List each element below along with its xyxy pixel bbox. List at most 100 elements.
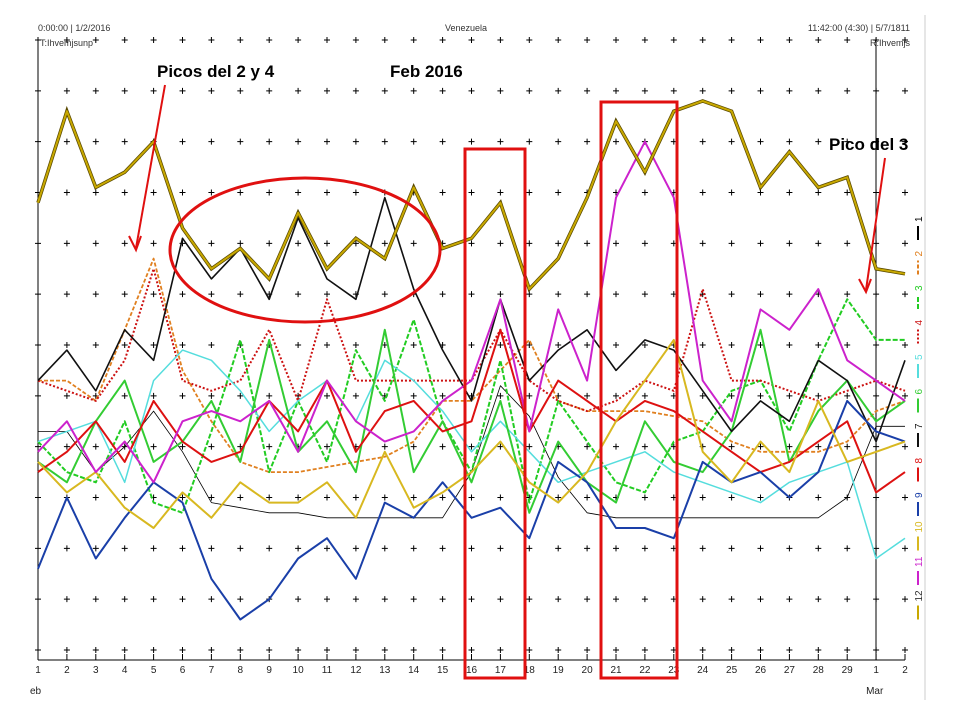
grid-cross (121, 37, 128, 43)
grid-cross (873, 291, 880, 298)
grid-cross (208, 494, 215, 501)
grid-cross (324, 342, 330, 348)
grid-cross (63, 291, 70, 298)
legend-label-6: 6 (914, 389, 925, 395)
grid-cross (728, 647, 735, 653)
x-tick-label: 15 (437, 665, 449, 676)
grid-cross (815, 342, 822, 348)
grid-cross (613, 342, 619, 348)
grid-cross (439, 596, 446, 603)
grid-cross (266, 443, 273, 450)
grid-cross (902, 342, 908, 348)
grid-cross (844, 189, 851, 196)
grid-cross (237, 291, 244, 298)
header-left-top: 0:00:00 | 1/2/2016 (38, 23, 110, 33)
grid-cross (728, 138, 735, 145)
grid-cross (873, 647, 880, 653)
grid-cross (873, 596, 880, 603)
x-tick-label: 6 (180, 665, 186, 676)
grid-cross (815, 494, 822, 501)
grid-cross (844, 87, 851, 94)
grid-cross (381, 545, 388, 552)
grid-cross (121, 647, 128, 653)
grid-cross (150, 37, 157, 43)
grid-cross (699, 189, 706, 196)
x-tick-label: 20 (582, 665, 594, 676)
grid-cross (699, 494, 706, 501)
grid-cross (381, 596, 388, 603)
grid-cross (613, 443, 619, 450)
grid-cross (902, 596, 908, 603)
x-tick-label: 25 (726, 665, 738, 676)
grid-cross (324, 596, 330, 603)
x-tick-label: 9 (266, 665, 272, 676)
grid-cross (266, 545, 273, 552)
arrow-picos (135, 84, 166, 249)
x-tick-label: 21 (610, 665, 622, 676)
grid-cross (468, 342, 475, 348)
x-tick-label: 13 (379, 665, 391, 676)
grid-cross (815, 189, 822, 196)
x-tick-label: 8 (238, 665, 244, 676)
grid-cross (873, 240, 880, 247)
grid-cross (497, 37, 504, 43)
grid-cross (555, 291, 562, 298)
grid-cross (179, 545, 186, 552)
grid-cross (497, 545, 504, 552)
x-tick-label: 19 (553, 665, 565, 676)
grid-cross (844, 291, 851, 298)
grid-cross (468, 37, 475, 43)
grid-cross (786, 443, 793, 450)
grid-cross (555, 342, 562, 348)
grid-cross (266, 189, 273, 196)
annotation-pico-3: Pico del 3 (829, 135, 908, 154)
grid-cross (468, 87, 475, 94)
grid-cross (873, 138, 880, 145)
grid-cross (757, 494, 764, 501)
grid-cross (324, 240, 330, 247)
grid-cross (439, 494, 446, 501)
grid-cross (324, 37, 330, 43)
grid-cross (381, 138, 388, 145)
grid-cross (757, 291, 764, 298)
grid-cross (844, 240, 851, 247)
x-tick-label: 4 (122, 665, 128, 676)
arrow-pico3 (865, 157, 886, 291)
grid-cross (873, 545, 880, 552)
grid-cross (728, 342, 735, 348)
grid-cross (121, 596, 128, 603)
grid-cross (641, 443, 648, 450)
grid-cross (179, 596, 186, 603)
grid-cross (699, 87, 706, 94)
grid-cross (641, 37, 648, 43)
grid-cross (92, 87, 99, 94)
grid-cross (150, 647, 157, 653)
grid-cross (295, 342, 302, 348)
grid-cross (410, 138, 417, 145)
grid-cross (121, 392, 128, 399)
grid-cross (439, 87, 446, 94)
grid-cross (613, 545, 619, 552)
grid-cross (902, 138, 908, 145)
x-tick-label: 14 (408, 665, 420, 676)
grid-cross (150, 189, 157, 196)
grid-cross (468, 596, 475, 603)
grid-cross (526, 596, 533, 603)
grid-cross (92, 138, 99, 145)
grid-cross (584, 87, 591, 94)
grid-cross (63, 189, 70, 196)
grid-cross (815, 37, 822, 43)
grid-cross (873, 392, 880, 399)
grid-cross (179, 342, 186, 348)
grid-cross (786, 37, 793, 43)
grid-cross (63, 240, 70, 247)
chart-title: Venezuela (445, 23, 487, 33)
series-line-12 (37, 100, 906, 291)
grid-cross (468, 647, 475, 653)
grid-cross (641, 342, 648, 348)
grid-cross (699, 37, 706, 43)
grid-cross (208, 37, 215, 43)
grid-cross (786, 138, 793, 145)
grid-cross (237, 596, 244, 603)
grid-cross (63, 342, 70, 348)
